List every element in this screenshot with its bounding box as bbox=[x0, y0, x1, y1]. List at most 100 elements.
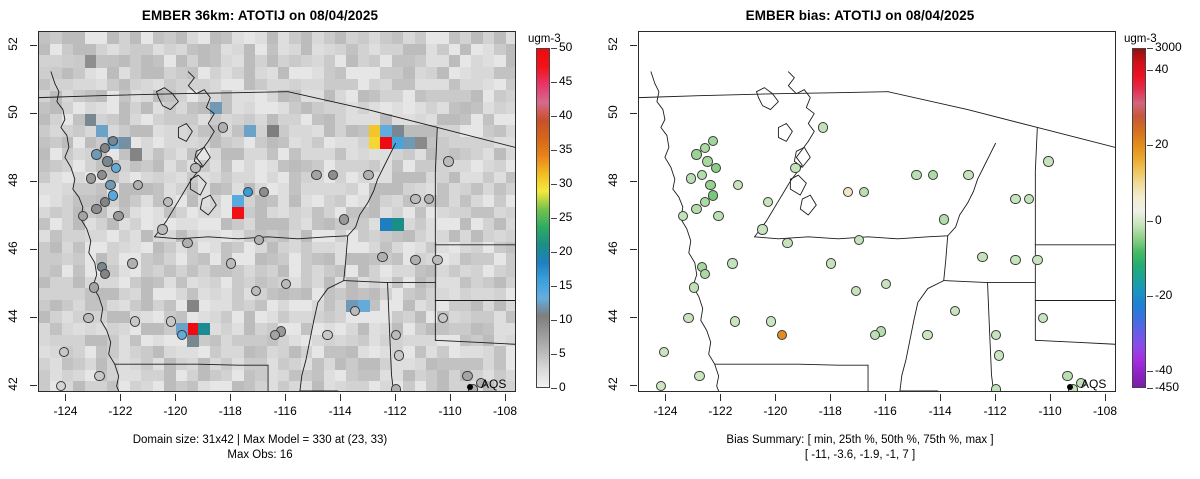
model-grid-cell bbox=[380, 311, 393, 324]
x-axis-label: -120 bbox=[163, 404, 188, 418]
model-grid-cell bbox=[118, 369, 131, 382]
model-grid-cell bbox=[164, 264, 177, 278]
observation-station-marker bbox=[707, 190, 719, 201]
model-grid-cell bbox=[39, 264, 51, 278]
model-grid-cell bbox=[300, 78, 313, 91]
model-grid-cell bbox=[39, 369, 51, 382]
model-grid-cell bbox=[255, 148, 268, 161]
model-grid-cell bbox=[437, 381, 450, 391]
x-axis-label: -114 bbox=[328, 404, 352, 418]
model-grid-cell bbox=[323, 90, 336, 103]
model-grid-cell bbox=[73, 253, 86, 266]
model-grid-cell bbox=[107, 90, 120, 103]
model-grid-cell bbox=[312, 323, 325, 336]
model-grid-cell bbox=[61, 218, 74, 231]
model-grid-cell bbox=[334, 264, 347, 278]
model-grid-cell bbox=[380, 101, 393, 115]
x-axis-tick bbox=[450, 394, 452, 401]
model-grid-cell bbox=[414, 66, 427, 80]
model-grid-cell bbox=[209, 136, 222, 150]
model-grid-cell bbox=[380, 369, 393, 382]
model-grid-cell bbox=[209, 171, 222, 184]
model-grid-cell bbox=[448, 206, 461, 219]
model-grid-cell bbox=[300, 218, 313, 231]
observation-station-marker bbox=[55, 380, 67, 391]
model-grid-cell bbox=[221, 171, 234, 184]
model-grid-cell bbox=[494, 43, 507, 56]
model-grid-cell bbox=[391, 160, 404, 173]
observation-station-marker bbox=[842, 186, 853, 198]
model-grid-cell bbox=[243, 323, 256, 336]
model-grid-cell bbox=[312, 43, 325, 56]
model-grid-cell bbox=[346, 183, 359, 196]
model-grid-cell bbox=[198, 136, 211, 150]
model-grid-cell bbox=[209, 241, 222, 254]
model-grid-cell bbox=[346, 288, 359, 301]
model-grid-cell bbox=[118, 148, 131, 161]
x-axis-tick bbox=[1050, 394, 1052, 401]
model-grid-cell bbox=[494, 311, 507, 324]
model-grid-cell bbox=[425, 218, 438, 231]
model-grid-cell bbox=[266, 43, 279, 56]
model-grid-cell bbox=[39, 218, 51, 231]
model-grid-cell bbox=[289, 299, 302, 313]
model-grid-cell bbox=[221, 101, 234, 115]
observation-station-marker bbox=[782, 237, 793, 249]
model-grid-cell bbox=[266, 346, 279, 359]
model-grid-cell bbox=[73, 183, 86, 196]
model-grid-cell bbox=[61, 195, 74, 208]
model-grid-cell bbox=[505, 381, 515, 391]
model-grid-cell bbox=[425, 369, 438, 382]
panel-bias: EMBER bias: ATOTIJ on 08/04/2025 bbox=[600, 0, 1200, 479]
model-grid-cell bbox=[289, 148, 302, 161]
model-grid-cell bbox=[84, 288, 97, 301]
model-grid-cell bbox=[346, 113, 359, 126]
model-grid-cell bbox=[266, 90, 279, 103]
model-grid-cell bbox=[300, 171, 313, 184]
model-grid-cell bbox=[50, 323, 63, 336]
observation-station-marker bbox=[102, 156, 113, 167]
model-grid-cell bbox=[403, 171, 416, 184]
model-grid-cell bbox=[494, 90, 507, 103]
model-grid-cell bbox=[312, 55, 325, 68]
model-grid-cell bbox=[312, 113, 325, 126]
model-grid-cell bbox=[118, 253, 131, 266]
model-grid-cell bbox=[152, 66, 165, 80]
model-grid-cell bbox=[414, 358, 427, 371]
model-grid-cell bbox=[73, 311, 86, 324]
observation-station-marker bbox=[707, 135, 719, 147]
model-grid-cell bbox=[50, 136, 63, 150]
model-grid-cell bbox=[186, 253, 199, 266]
model-grid-cell bbox=[61, 334, 74, 347]
model-grid-cell bbox=[118, 206, 131, 219]
model-grid-cell bbox=[209, 183, 222, 196]
model-grid-cell bbox=[460, 43, 473, 56]
model-grid-cell bbox=[141, 218, 154, 231]
colorbar-tick bbox=[1147, 371, 1153, 372]
model-grid-cell bbox=[300, 346, 313, 359]
model-grid-cell bbox=[152, 43, 165, 56]
model-grid-cell bbox=[414, 90, 427, 103]
model-grid-cell bbox=[471, 183, 484, 196]
model-grid-cell bbox=[209, 195, 222, 208]
model-grid-cell bbox=[448, 66, 461, 80]
model-grid-cell bbox=[209, 264, 222, 278]
model-grid-cell bbox=[425, 323, 438, 336]
model-grid-cell bbox=[369, 323, 382, 336]
model-grid-cell-highlight bbox=[186, 334, 199, 347]
model-grid-cell bbox=[414, 183, 427, 196]
colorbar-tick-label: 3000 bbox=[1155, 40, 1182, 54]
model-grid-cell bbox=[130, 323, 143, 336]
model-grid-cell bbox=[482, 32, 495, 45]
model-grid-cell bbox=[300, 183, 313, 196]
model-grid-cell bbox=[255, 136, 268, 150]
model-grid-cell bbox=[232, 183, 245, 196]
model-grid-cell bbox=[164, 334, 177, 347]
observation-station-marker bbox=[107, 190, 119, 201]
model-grid-cell bbox=[39, 241, 51, 254]
model-grid-cell bbox=[403, 381, 416, 391]
observation-station-marker bbox=[113, 210, 124, 222]
model-grid-cell bbox=[437, 253, 450, 266]
model-grid-cell bbox=[141, 136, 154, 150]
model-grid-cell bbox=[221, 229, 234, 243]
